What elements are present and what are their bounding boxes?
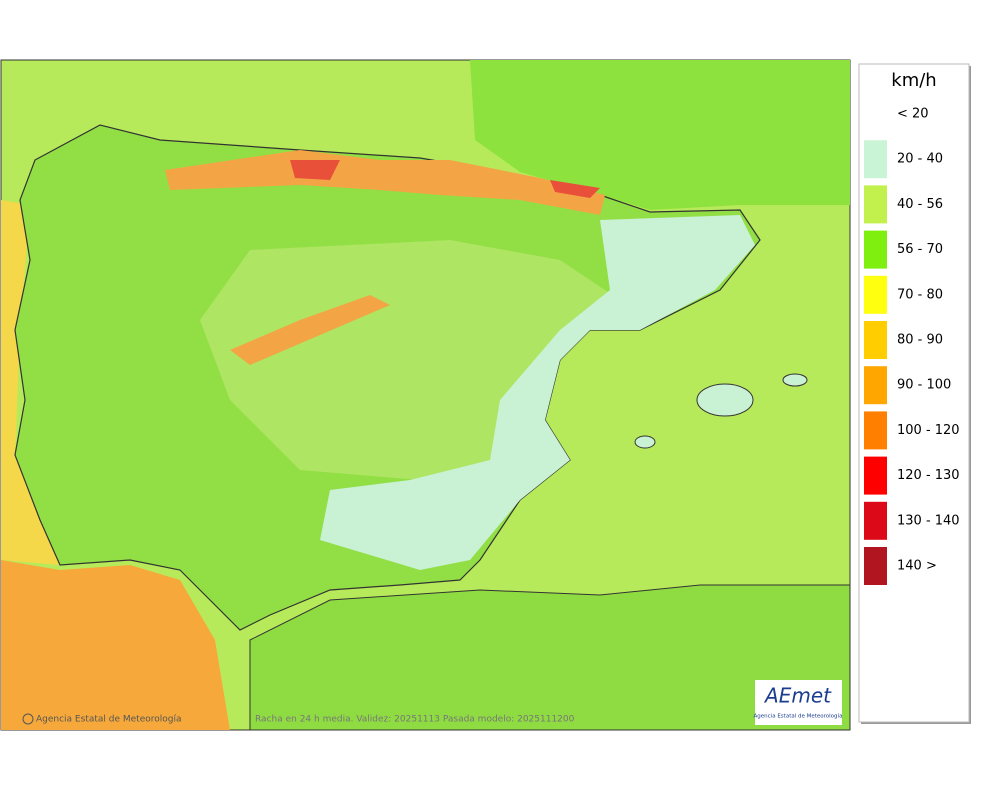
caption: Racha en 24 h media. Validez: 20251113 P… [255,715,575,725]
east-calm [320,215,755,570]
legend-swatch [864,185,887,224]
logo-name: AEmet [763,684,832,708]
legend-swatch [864,321,887,359]
legend-swatch [864,275,887,314]
atlantic-coast-band [1,200,60,565]
legend: km/h < 20 20 - 40 40 - 56 56 - 70 70 - 80 80 … [858,63,971,724]
legend-label: 40 - 56 [897,197,943,212]
legend-label: 140 > [897,559,937,574]
north-peaks [290,160,600,198]
legend-label: 100 - 120 [897,423,960,438]
legend-swatch [864,501,887,540]
legend-label: 56 - 70 [897,242,943,257]
legend-swatch [864,547,887,585]
central-gusts [230,295,390,365]
logo-box [755,680,842,725]
legend-swatch [864,411,887,450]
atlantic-gusts [1,560,230,730]
legend-label: < 20 [897,107,929,122]
legend-label: 130 - 140 [897,513,960,528]
legend-label: 120 - 130 [897,468,960,483]
ibiza [634,435,656,449]
legend-swatch [864,230,887,269]
legend-swatch [864,140,887,179]
legend-label: 80 - 90 [897,333,943,348]
mallorca [696,383,754,417]
legend-label: 90 - 100 [897,378,951,393]
legend-swatch [864,456,887,495]
france [470,60,850,210]
copyright-icon [22,713,34,725]
logo-subtitle: Agencia Estatal de Meteorología [754,713,843,720]
legend-swatch [864,366,887,405]
map: Agencia Estatal de Meteorología Racha en… [0,59,851,731]
legend-label: 20 - 40 [897,152,943,167]
credit: Agencia Estatal de Meteorología [36,715,182,725]
north-gusts [165,150,605,215]
legend-label: 70 - 80 [897,287,943,302]
menorca [782,373,808,387]
north-africa [249,584,851,731]
legend-unit: km/h [891,70,936,91]
